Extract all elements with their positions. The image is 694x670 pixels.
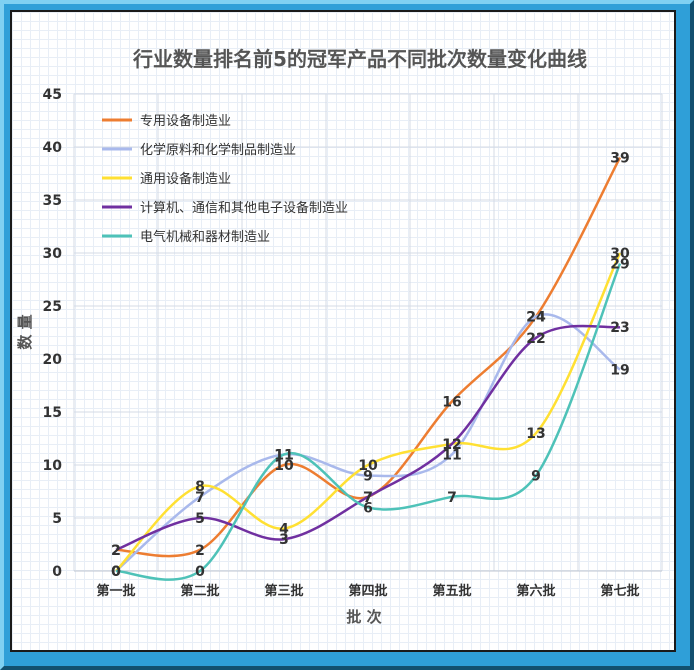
- y-tick-label: 20: [43, 352, 63, 368]
- legend-entry: 专用设备制造业: [140, 113, 231, 129]
- x-tick-label: 第六批: [516, 583, 555, 599]
- series-lines: [115, 157, 622, 581]
- legend-entry: 电气机械和器材制造业: [140, 229, 270, 245]
- data-label: 9: [363, 469, 373, 485]
- x-tick-label: 第七批: [600, 583, 639, 599]
- legend-entry: 计算机、通信和其他电子设备制造业: [140, 200, 348, 216]
- data-label: 3: [279, 532, 289, 548]
- x-tick-label: 第二批: [180, 583, 219, 599]
- data-label: 6: [363, 500, 373, 516]
- data-label: 11: [442, 447, 461, 463]
- legend: 专用设备制造业化学原料和化学制品制造业通用设备制造业计算机、通信和其他电子设备制…: [102, 113, 348, 245]
- x-tick-label: 第三批: [264, 583, 303, 599]
- chart-title: 行业数量排名前5的冠军产品不同批次数量变化曲线: [132, 47, 587, 71]
- data-label: 10: [358, 458, 378, 474]
- data-labels: 2 210716243907119112419084101213302537122…: [111, 151, 630, 580]
- y-tick-label: 15: [43, 405, 62, 421]
- data-label: 7: [195, 490, 205, 506]
- data-label: 2: [195, 543, 205, 559]
- data-label: 0: [111, 564, 121, 580]
- y-tick-label: 0: [52, 564, 62, 580]
- legend-entry: 通用设备制造业: [140, 171, 231, 187]
- data-label: 7: [363, 490, 373, 506]
- series-line-2: [115, 252, 622, 572]
- y-axis-label: 数 量: [16, 314, 34, 349]
- y-axis-ticks: 0 5 10 15 20 25 30 35 40 45: [43, 87, 63, 580]
- series-line-3: [115, 324, 621, 551]
- data-label: 24: [526, 310, 546, 326]
- x-axis-label: 批 次: [346, 608, 381, 626]
- data-label: 11: [274, 447, 293, 463]
- data-label: 39: [610, 151, 629, 167]
- chart-panel: [10, 10, 676, 652]
- data-label: 12: [442, 437, 461, 453]
- data-label: 4: [279, 522, 289, 538]
- grid-lines: [73, 93, 663, 572]
- x-tick-label: 第四批: [348, 583, 387, 599]
- data-label: 0: [195, 564, 205, 580]
- data-label: 19: [610, 363, 629, 379]
- y-tick-label: 30: [43, 246, 63, 262]
- data-label: 9: [531, 469, 541, 485]
- legend-entry: 化学原料和化学制品制造业: [140, 142, 296, 158]
- y-tick-label: 40: [43, 140, 63, 156]
- data-label: 30: [610, 246, 630, 262]
- data-label: 2: [111, 543, 121, 559]
- data-label: 23: [610, 320, 629, 336]
- y-tick-label: 45: [43, 87, 62, 103]
- data-label: 12: [442, 437, 461, 453]
- data-label: 5: [195, 511, 205, 527]
- y-tick-label: 25: [43, 299, 62, 315]
- data-label: 24: [526, 310, 546, 326]
- data-label: 10: [274, 458, 294, 474]
- data-label: 22: [526, 331, 545, 347]
- data-label: 7: [363, 490, 373, 506]
- y-tick-label: 35: [43, 193, 62, 209]
- data-label: 16: [442, 394, 461, 410]
- data-label: 0: [111, 564, 121, 580]
- data-label: 8: [195, 479, 205, 495]
- data-label: 0: [111, 564, 121, 580]
- x-tick-label: 第一批: [96, 583, 135, 599]
- x-axis-ticks: 第一批 第二批 第三批 第四批 第五批 第六批 第七批: [96, 583, 639, 599]
- data-label: 29: [610, 257, 629, 273]
- data-label: 13: [526, 426, 545, 442]
- data-label: 7: [447, 490, 457, 506]
- y-tick-label: 5: [52, 511, 62, 527]
- series-line-4: [115, 263, 622, 581]
- x-tick-label: 第五批: [432, 583, 471, 599]
- series-line-1: [115, 313, 621, 572]
- y-tick-label: 10: [43, 458, 63, 474]
- data-label: 2: [111, 543, 121, 559]
- data-label: 11: [274, 447, 293, 463]
